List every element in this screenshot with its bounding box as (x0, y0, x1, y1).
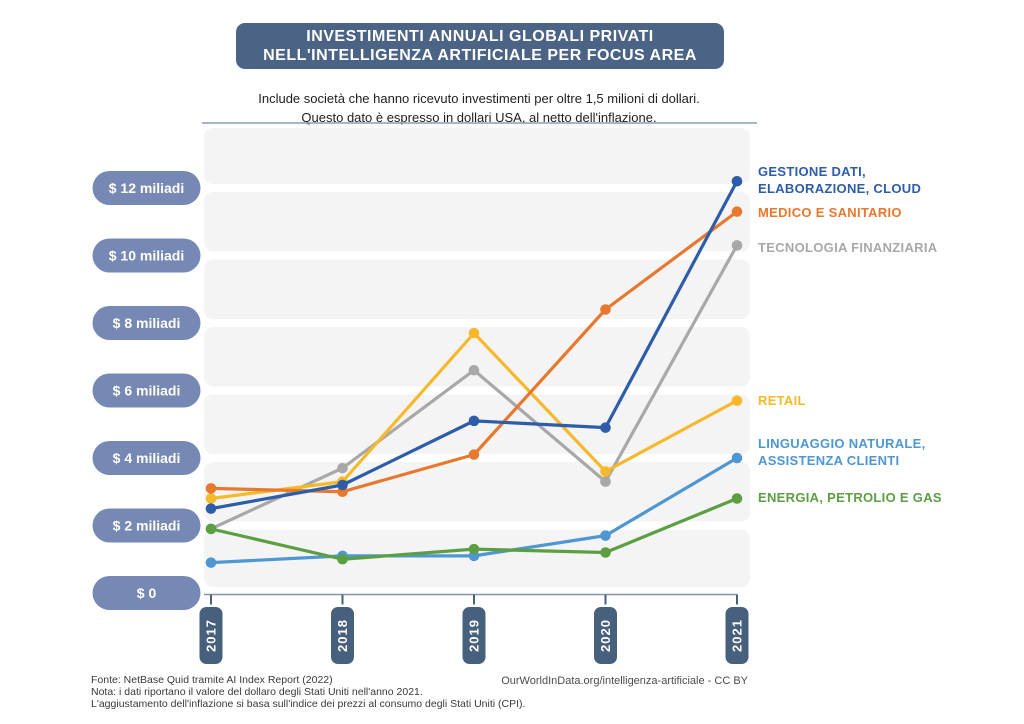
y-pill-label: $ 2 miliadi (113, 518, 181, 534)
data-point (468, 364, 480, 376)
year-pill-label: 2017 (204, 619, 219, 652)
data-point (337, 479, 348, 491)
y-pill (92, 373, 201, 408)
year-pill (331, 607, 354, 664)
data-point (468, 449, 480, 460)
year-pill-label: 2021 (730, 619, 745, 652)
series-linguaggio-naturale (205, 452, 743, 568)
data-point (205, 557, 217, 568)
year-pill (199, 607, 223, 664)
data-point (600, 547, 611, 558)
y-pill-label: $ 0 (137, 585, 157, 601)
grid-band (204, 128, 750, 184)
data-point (731, 175, 743, 187)
y-pill (92, 508, 201, 543)
data-point (468, 327, 480, 339)
chart-title: INVESTIMENTI ANNUALI GLOBALI PRIVATI NEL… (236, 23, 724, 69)
data-note-2: L'aggiustamento dell'inflazione si basa … (91, 697, 526, 710)
year-pill-label: 2018 (335, 619, 350, 652)
y-pill (92, 306, 201, 340)
data-point (731, 240, 743, 251)
data-point (205, 523, 217, 535)
data-note-1: Nota: i dati riportano il valore del dol… (91, 685, 423, 698)
chart-title-line1: INVESTIMENTI ANNUALI GLOBALI PRIVATI (306, 27, 654, 45)
chart-subtitle-line2: Questo dato è espresso in dollari USA, a… (301, 109, 657, 125)
data-point (337, 462, 348, 474)
data-point (205, 503, 217, 514)
chart-footnotes: Fonte: NetBase Quid tramite AI Index Rep… (91, 674, 526, 710)
data-point (600, 530, 611, 541)
x-axis-ticks (210, 594, 738, 605)
y-pill-label: $ 10 miliadi (109, 248, 184, 264)
data-point (731, 493, 743, 504)
data-point (731, 452, 743, 464)
credit-line: OurWorldInData.org/intelligenza-artifici… (501, 675, 748, 687)
grid-band (204, 192, 750, 252)
data-point (337, 553, 348, 565)
chart-title-line2: NELL'INTELLIGENZA ARTIFICIALE PER FOCUS … (263, 47, 697, 64)
y-axis-pills: $ 12 miliadi $ 10 miliadi $ 8 miliadi $ 6 m… (92, 171, 201, 610)
y-pill (92, 238, 201, 273)
y-pill-label: $ 4 miliadi (113, 450, 181, 466)
grid-band (204, 327, 750, 387)
data-point (468, 415, 480, 427)
data-point (600, 476, 611, 487)
data-point (600, 304, 611, 315)
year-pill-label: 2020 (598, 619, 613, 652)
data-point (205, 483, 217, 494)
grid-bands (204, 128, 750, 587)
data-point (468, 543, 480, 555)
data-point (600, 422, 611, 433)
chart-subtitle-line1: Include società che hanno ricevuto inves… (258, 91, 700, 106)
year-pill (462, 607, 486, 664)
x-axis-pills: 2017 2018 2019 2020 2021 (199, 607, 749, 664)
y-pill-label: $ 12 miliadi (109, 180, 184, 196)
data-point (205, 493, 217, 504)
y-pill (92, 576, 201, 610)
data-point (600, 466, 611, 477)
year-pill-label: 2019 (467, 619, 482, 652)
y-pill (92, 441, 201, 475)
y-pill (92, 171, 201, 205)
source-note: Fonte: NetBase Quid tramite AI Index Rep… (91, 674, 333, 686)
y-pill-label: $ 6 miliadi (113, 383, 181, 399)
year-pill (594, 607, 617, 664)
series-energia-petrolio-gas (205, 493, 743, 565)
data-point (731, 206, 743, 217)
year-pill (725, 607, 749, 664)
data-point (731, 395, 743, 406)
series-gestione-dati (205, 175, 743, 514)
chart-subtitle: Include società che hanno ricevuto inves… (179, 90, 779, 127)
y-pill-label: $ 8 miliadi (113, 315, 181, 331)
